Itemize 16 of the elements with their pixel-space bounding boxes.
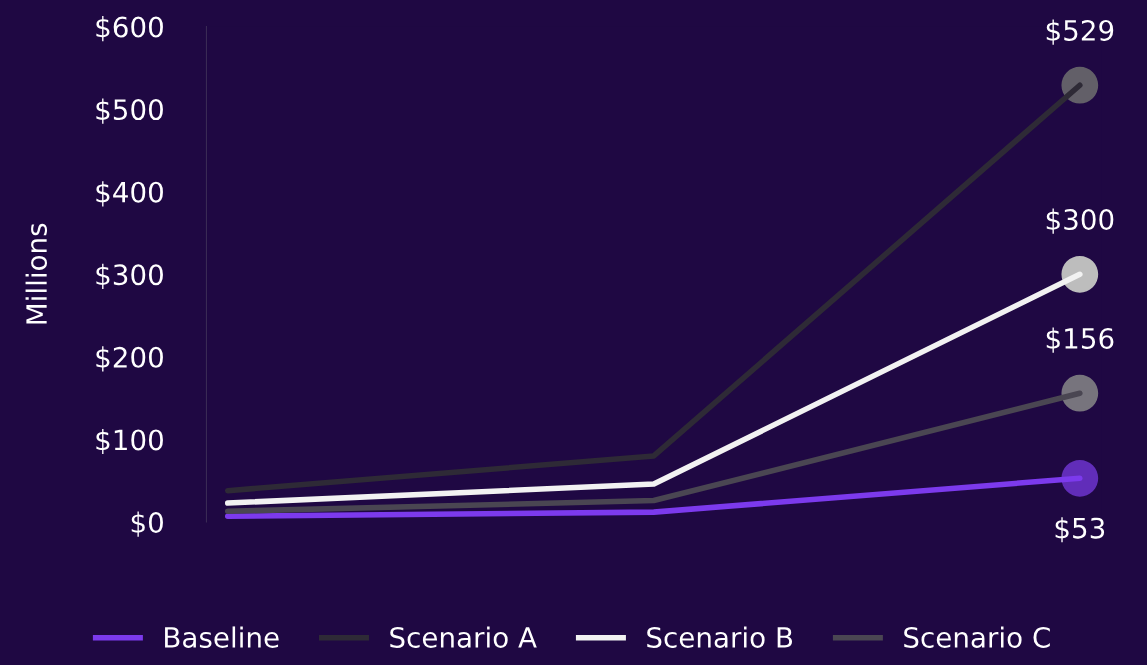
y-tick-label: $600 — [96, 16, 163, 42]
y-tick-label: $200 — [96, 346, 163, 372]
y-tick-label: $400 — [96, 181, 163, 207]
y-tick-label: $300 — [96, 263, 163, 289]
data-label: $53 — [1055, 517, 1105, 543]
legend-label: Baseline — [165, 626, 279, 648]
legend-label: Scenario B — [647, 626, 793, 648]
legend-label: Scenario A — [390, 626, 537, 648]
y-tick-label: $500 — [96, 98, 163, 124]
y-tick-label: $100 — [96, 428, 163, 455]
data-label: $529 — [1046, 19, 1114, 45]
legend-label: Scenario C — [904, 626, 1050, 648]
data-label: $300 — [1046, 208, 1114, 234]
y-axis-title: Millions — [25, 223, 48, 324]
y-tick-label: $0 — [131, 511, 163, 537]
data-label: $156 — [1046, 327, 1114, 353]
